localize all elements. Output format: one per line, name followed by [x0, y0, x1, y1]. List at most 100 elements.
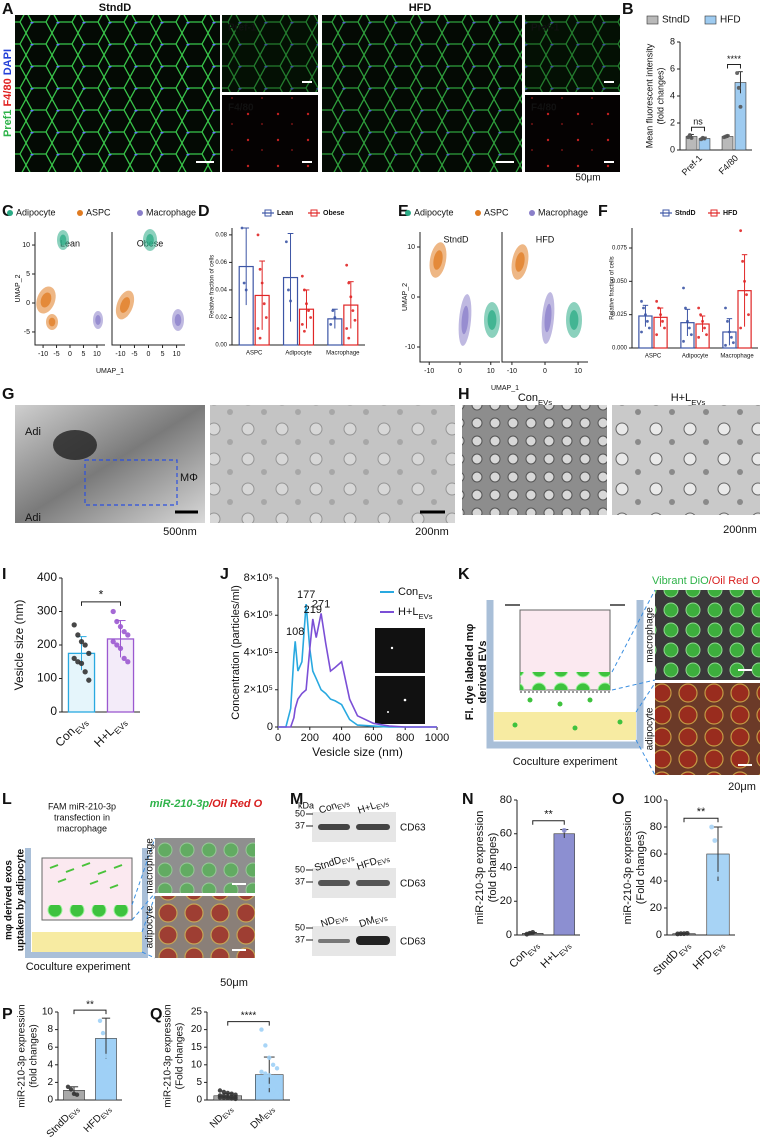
data-point: [229, 1096, 234, 1101]
data-point: [738, 104, 743, 109]
x-tick-label: NDEVs: [208, 1103, 237, 1132]
data-point: [68, 1087, 74, 1092]
inset-label: F4/80: [531, 103, 557, 114]
macrophage-layer: [42, 905, 132, 920]
unit-label: kDa: [298, 800, 314, 810]
y-tick-label: 25: [191, 1007, 203, 1018]
y-axis-label: UMAP_2: [15, 274, 22, 302]
panel-letter: E: [398, 203, 409, 220]
x-tick-label: -5: [131, 351, 137, 358]
cluster-core: [569, 310, 579, 330]
series-line: [278, 613, 437, 728]
adipocyte-layer: [32, 932, 142, 952]
data-point: [259, 1027, 264, 1032]
data-point: [114, 642, 120, 648]
data-point: [274, 1076, 280, 1082]
y-tick-label: 20: [191, 1024, 203, 1035]
data-point: [267, 1055, 272, 1060]
data-point: [715, 871, 721, 877]
y-tick-label: 80: [500, 794, 512, 806]
data-point: [117, 623, 124, 630]
nta-spot: [403, 698, 407, 702]
y-tick-label: 2: [670, 117, 675, 127]
y-tick-label: 5: [196, 1077, 202, 1088]
label-sub: EVs: [538, 398, 552, 407]
data-point: [78, 660, 85, 667]
data-point: [270, 1062, 276, 1068]
protein-label: CD63: [400, 879, 426, 890]
lane-label: NDEVs: [319, 911, 349, 932]
legend-label: Obese: [323, 210, 345, 217]
data-point: [71, 655, 77, 662]
data-point: [114, 618, 120, 625]
marker-label: 37: [295, 934, 305, 944]
series-line: [278, 604, 437, 728]
data-point: [561, 827, 567, 833]
data-point: [702, 136, 707, 141]
label-sub: EVs: [100, 1107, 114, 1121]
data-point: [263, 1071, 268, 1076]
significance-bracket: [81, 601, 121, 606]
x-axis-label: UMAP_1: [96, 368, 124, 375]
y-tick-label: 0: [26, 300, 30, 307]
micrograph-overlay: [322, 15, 522, 172]
label-sub: EVs: [376, 801, 391, 812]
data-point: [642, 306, 645, 310]
y-axis-label: Relative fraction of cells: [610, 256, 616, 319]
y-tick-label: 0: [411, 294, 415, 301]
legend-dot: [137, 210, 143, 216]
blots: [312, 812, 396, 956]
legend-swatch: [704, 15, 717, 25]
footer-label: Coculture experiment: [26, 961, 131, 973]
x-tick-label: ASPC: [246, 351, 263, 357]
y-tick-label: 0.00: [215, 343, 227, 349]
significance-label: **: [697, 806, 706, 818]
x-tick-label: 200: [301, 732, 319, 744]
axis: [111, 232, 185, 346]
data-point: [259, 1069, 264, 1075]
top-label: transfection in: [54, 812, 110, 822]
scale-label: 50μm: [220, 977, 248, 989]
stain-label: miR-210-3p/Oil Red O: [150, 798, 263, 810]
group-label: HFD: [536, 234, 555, 244]
y-axis-label: miR-210-3p expression: [474, 811, 486, 925]
data-point: [217, 1095, 223, 1100]
data-point: [655, 299, 659, 303]
y-axis-label: UMAP_2: [402, 283, 409, 311]
top-label: FAM miR-210-3p: [48, 801, 116, 811]
x-tick-label: Pref-1: [680, 153, 704, 177]
marker-label: 50: [295, 922, 305, 932]
panel-letter: M: [290, 791, 303, 808]
x-tick-label: -10: [38, 351, 48, 358]
data-point: [221, 1095, 227, 1101]
cluster-core: [544, 303, 552, 333]
data-point: [106, 1064, 112, 1069]
x-tick-label: 0: [68, 351, 72, 358]
label-main: H+L: [398, 606, 419, 618]
y-tick-label: 4: [670, 90, 675, 100]
data-point: [121, 655, 127, 662]
data-point: [229, 1091, 234, 1096]
y-tick-label: 4: [47, 1059, 53, 1070]
cluster-core: [48, 317, 56, 327]
x-tick-label: HFDEVs: [82, 1103, 115, 1136]
legend-label: StndD: [675, 210, 696, 217]
x-tick-label: 400: [332, 732, 350, 744]
data-point: [558, 834, 564, 840]
y-axis-label: (fold changes): [29, 1024, 40, 1087]
data-point: [655, 333, 659, 337]
cluster-core: [174, 313, 182, 327]
legend-swatch: [310, 209, 318, 217]
nta-spot: [390, 646, 394, 650]
label-run: DAPI: [2, 49, 14, 78]
adipocyte-layer: [494, 712, 636, 740]
legend-swatch: [662, 209, 670, 217]
data-point: [705, 333, 708, 337]
image-label: MΦ: [180, 472, 198, 484]
data-point: [270, 1087, 276, 1092]
legend-label: HFD: [720, 15, 741, 26]
data-point: [300, 322, 304, 326]
significance-bracket: [683, 817, 719, 823]
data-point: [712, 838, 718, 843]
